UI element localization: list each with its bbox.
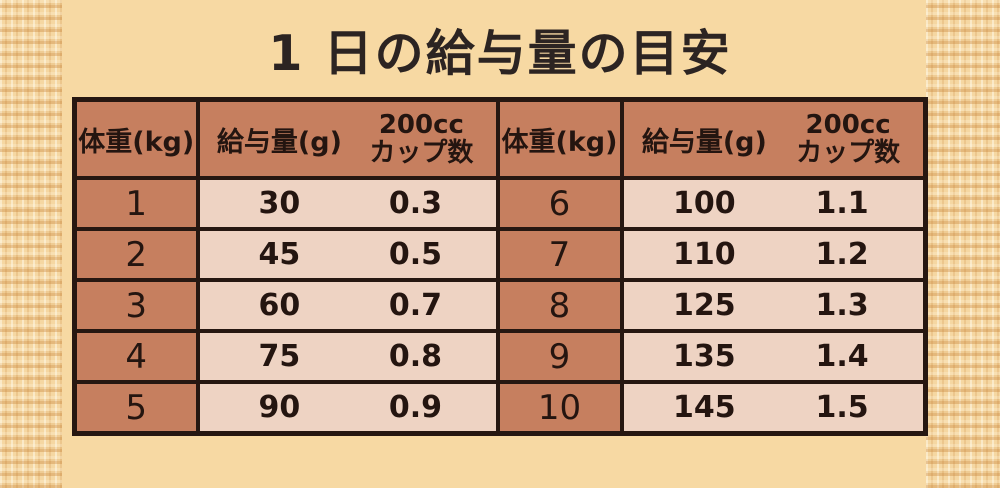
data-cell: 135 1.4	[619, 329, 928, 384]
table-header-row: 体重(kg) 給与量(g) 200cc カップ数 体重(kg) 給与量(g) 2…	[72, 97, 928, 180]
header-cup-label-right: 200cc カップ数	[785, 109, 921, 168]
weight-cell: 1	[72, 176, 200, 231]
amount-value: 30	[258, 186, 301, 221]
data-cell: 75 0.8	[195, 329, 500, 384]
table-row: 5 90 0.9 10 145 1.5	[72, 380, 928, 436]
header-amount-label-right: 給与量(g)	[641, 126, 767, 158]
header-amount-label-left: 給与量(g)	[216, 126, 342, 158]
weight-cell: 10	[495, 380, 624, 436]
burlap-texture-right	[926, 0, 1000, 488]
table-row: 3 60 0.7 8 125 1.3	[72, 278, 928, 333]
amount-value: 75	[258, 339, 301, 374]
amount-value: 125	[673, 288, 736, 323]
header-weight-right: 体重(kg)	[495, 97, 624, 180]
amount-value: 45	[258, 237, 301, 272]
weight-cell: 3	[72, 278, 200, 333]
weight-cell: 5	[72, 380, 200, 436]
cup-value: 0.7	[388, 288, 442, 323]
amount-value: 110	[673, 237, 736, 272]
weight-cell: 4	[72, 329, 200, 384]
cup-value: 1.3	[815, 288, 869, 323]
header-cup-line1-left: 200cc	[378, 109, 464, 140]
header-cup-line2-right: カップ数	[796, 138, 901, 168]
data-cell: 60 0.7	[195, 278, 500, 333]
header-amount-cup-right: 給与量(g) 200cc カップ数	[619, 97, 928, 180]
cup-value: 0.8	[388, 339, 442, 374]
cup-value: 1.2	[815, 237, 869, 272]
data-cell: 30 0.3	[195, 176, 500, 231]
data-cell: 145 1.5	[619, 380, 928, 436]
amount-value: 145	[673, 390, 736, 425]
amount-value: 135	[673, 339, 736, 374]
data-cell: 100 1.1	[619, 176, 928, 231]
burlap-texture-left	[0, 0, 62, 488]
table-row: 2 45 0.5 7 110 1.2	[72, 227, 928, 282]
cup-value: 0.5	[388, 237, 442, 272]
weight-cell: 8	[495, 278, 624, 333]
data-cell: 45 0.5	[195, 227, 500, 282]
header-cup-label-left: 200cc カップ数	[359, 109, 493, 168]
header-cup-line2-left: カップ数	[369, 138, 474, 168]
weight-cell: 2	[72, 227, 200, 282]
page-title: 1 日の給与量の目安	[268, 25, 732, 82]
weight-cell: 9	[495, 329, 624, 384]
data-cell: 90 0.9	[195, 380, 500, 436]
amount-value: 100	[673, 186, 736, 221]
cup-value: 0.9	[388, 390, 442, 425]
table-row: 1 30 0.3 6 100 1.1	[72, 176, 928, 231]
cup-value: 0.3	[388, 186, 442, 221]
header-cup-line1-right: 200cc	[805, 109, 891, 140]
cup-value: 1.1	[815, 186, 869, 221]
data-cell: 110 1.2	[619, 227, 928, 282]
amount-value: 90	[258, 390, 301, 425]
weight-cell: 7	[495, 227, 624, 282]
cup-value: 1.5	[815, 390, 869, 425]
header-weight-left: 体重(kg)	[72, 97, 200, 180]
amount-value: 60	[258, 288, 301, 323]
header-amount-cup-left: 給与量(g) 200cc カップ数	[195, 97, 500, 180]
table-row: 4 75 0.8 9 135 1.4	[72, 329, 928, 384]
weight-cell: 6	[495, 176, 624, 231]
data-cell: 125 1.3	[619, 278, 928, 333]
cup-value: 1.4	[815, 339, 869, 374]
feeding-guide-table: 体重(kg) 給与量(g) 200cc カップ数 体重(kg) 給与量(g) 2…	[72, 97, 928, 436]
